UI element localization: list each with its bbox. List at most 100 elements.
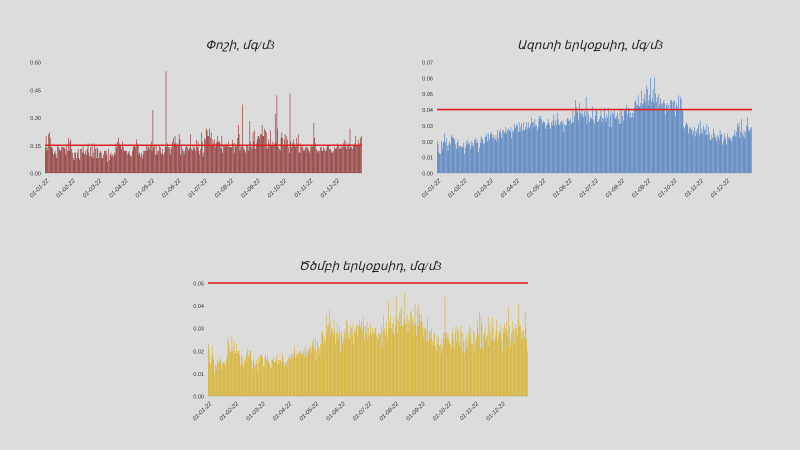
chart-title-so2: Ծծմբի երկօքսիդ, մգ/մ3 <box>298 259 442 273</box>
dust-bar <box>177 143 178 173</box>
so2-bar <box>414 325 415 396</box>
dust-bar <box>302 145 303 173</box>
no2-bar <box>489 134 491 173</box>
no2-bar <box>551 122 552 173</box>
dust-bar <box>286 136 288 173</box>
no2-bar <box>695 130 697 173</box>
no2-bar <box>671 101 673 173</box>
so2-bar <box>403 319 405 396</box>
so2-bar <box>237 353 238 396</box>
dust-bar <box>350 147 352 173</box>
so2-bar <box>346 319 347 396</box>
dust-bar <box>292 143 293 173</box>
so2-bar <box>399 325 401 396</box>
dust-bar <box>118 137 119 173</box>
so2-bar <box>421 321 423 396</box>
so2-bar <box>385 330 387 396</box>
dust-bar <box>238 134 240 173</box>
no2-bar <box>483 144 484 173</box>
no2-bar <box>716 141 718 173</box>
so2-bar <box>366 321 368 396</box>
dust-bar <box>344 147 346 173</box>
dust-bar <box>306 147 308 173</box>
no2-bar <box>513 131 514 173</box>
no2-bar <box>632 117 634 173</box>
so2-bar <box>268 362 270 396</box>
no2-bar <box>670 100 671 173</box>
dust-bar <box>333 150 334 173</box>
so2-bar <box>335 344 336 396</box>
so2-bar <box>404 292 406 396</box>
so2-bar <box>416 334 417 396</box>
so2-bar <box>362 316 364 396</box>
dust-bar <box>80 148 81 173</box>
so2-bar <box>430 337 432 396</box>
no2-bar <box>701 128 703 173</box>
so2-bar <box>439 346 440 396</box>
so2-bar <box>523 330 524 396</box>
so2-bar <box>527 350 528 396</box>
so2-bar <box>382 330 384 396</box>
no2-bar <box>528 128 530 173</box>
dust-bar <box>202 156 204 173</box>
no2-bar <box>509 131 511 173</box>
no2-bar <box>545 128 546 173</box>
so2-bar <box>211 357 212 396</box>
dust-bar <box>324 148 325 173</box>
dust-bar <box>109 160 110 173</box>
dust-bar <box>76 158 77 173</box>
dust-bar <box>255 148 256 173</box>
no2-bar <box>537 130 538 173</box>
no2-bar <box>487 141 489 173</box>
dust-bar <box>214 139 215 173</box>
so2-bar <box>418 303 420 396</box>
dust-bar <box>233 143 234 173</box>
dust-bar <box>337 143 338 173</box>
no2-bar <box>562 120 564 173</box>
so2-bar <box>505 328 506 396</box>
dust-bar <box>100 152 102 173</box>
no2-bar <box>586 123 588 173</box>
so2-bar <box>308 350 310 396</box>
dust-bar <box>50 147 52 173</box>
so2-bar <box>384 328 385 396</box>
so2-bar <box>492 325 494 396</box>
so2-bar <box>421 314 422 396</box>
no2-bar <box>675 103 677 173</box>
no2-bar <box>637 95 639 173</box>
so2-bar <box>309 348 310 396</box>
dust-bar <box>221 136 223 173</box>
so2-bar <box>236 344 237 396</box>
dust-bar <box>195 150 196 173</box>
dust-bar <box>127 152 129 173</box>
no2-bar <box>594 123 595 173</box>
so2-bar <box>259 355 261 396</box>
dust-bar <box>81 152 83 173</box>
so2-bar <box>310 346 311 396</box>
so2-bar <box>209 362 211 396</box>
no2-bar <box>500 133 502 173</box>
no2-bar <box>559 125 560 173</box>
dust-bar <box>265 132 267 173</box>
dust-xtick-label: 01-01-22 <box>29 178 51 200</box>
so2-bar <box>329 334 331 396</box>
no2-bar <box>593 120 594 173</box>
so2-bar <box>506 330 508 396</box>
dust-bar <box>360 137 361 173</box>
no2-bar <box>468 144 470 173</box>
no2-bar <box>673 101 675 173</box>
dust-bar <box>178 145 179 173</box>
no2-bar <box>522 122 524 173</box>
no2-bar <box>534 119 536 173</box>
dust-bar <box>331 152 333 173</box>
so2-bar <box>247 348 248 396</box>
so2-bar <box>294 346 296 396</box>
no2-bar <box>656 101 657 173</box>
no2-bar <box>519 131 521 173</box>
no2-ytick-label: 0.06 <box>422 76 433 82</box>
so2-bar <box>451 332 453 396</box>
no2-bar <box>747 117 748 173</box>
dust-bar <box>187 147 188 173</box>
dust-bar <box>224 145 225 173</box>
so2-xtick-label: 01-02-22 <box>219 401 241 423</box>
